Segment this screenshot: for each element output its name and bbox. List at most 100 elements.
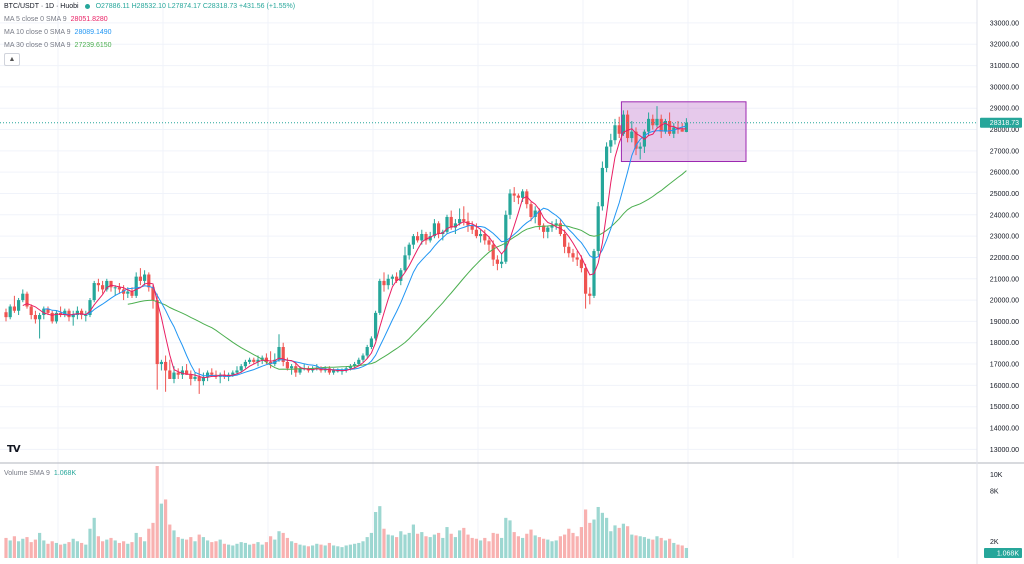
candle-body (621, 114, 625, 134)
volume-bar (445, 527, 449, 558)
candle-body (180, 370, 184, 375)
candle-body (80, 310, 84, 316)
candle-body (399, 270, 403, 281)
volume-bar (558, 536, 562, 558)
price-axis-label: 20000.00 (990, 298, 1019, 305)
volume-bar (25, 537, 29, 558)
candle-body (411, 236, 415, 245)
volume-bar (386, 534, 390, 558)
volume-bar (483, 537, 487, 558)
volume-bar (546, 539, 550, 558)
ma30-line (127, 170, 687, 370)
volume-bar (617, 527, 621, 558)
volume-axis-label: 2K (990, 539, 999, 546)
candle-body (500, 261, 504, 264)
ma5-value: 28051.8280 (70, 16, 108, 23)
candle-body (50, 312, 54, 322)
volume-bar (567, 528, 571, 558)
candle-body (71, 315, 75, 318)
volume-bar (407, 532, 411, 558)
candle-body (584, 268, 588, 294)
tradingview-logo[interactable]: TV (7, 444, 21, 455)
candle-body (353, 364, 357, 367)
candle-body (458, 219, 462, 224)
candle-body (546, 227, 550, 232)
volume-bar (84, 544, 88, 558)
candle-body (386, 278, 390, 286)
candle-body (222, 374, 226, 377)
volume-bar (533, 535, 537, 558)
volume-bar (680, 545, 684, 558)
candle-body (239, 366, 243, 371)
ma10-value: 28089.1490 (74, 29, 112, 36)
volume-bar (374, 512, 378, 558)
candle-body (17, 300, 21, 311)
ma30-legend[interactable]: MA 30 close 0 SMA 9 27239.6150 (4, 41, 112, 51)
ma10-legend[interactable]: MA 10 close 0 SMA 9 28089.1490 (4, 28, 112, 38)
volume-bar (21, 538, 25, 558)
candle-body (369, 338, 373, 347)
price-axis: 33000.00 32000.00 31000.00 30000.00 29000.00… (990, 20, 1019, 453)
candle-body (29, 306, 33, 316)
volume-bar (109, 537, 113, 558)
ma5-legend[interactable]: MA 5 close 0 SMA 9 28051.8280 (4, 15, 108, 25)
volume-bar (332, 545, 336, 558)
candle-body (663, 121, 667, 132)
candle-body (605, 146, 609, 168)
collapse-legend-button[interactable]: ▲ (4, 53, 20, 66)
volume-bar (193, 541, 197, 558)
volume-bar (8, 540, 12, 558)
volume-bar (647, 538, 651, 558)
candle-body (617, 125, 621, 134)
price-axis-label: 33000.00 (990, 20, 1019, 27)
candle-body (504, 214, 508, 262)
candle-body (256, 359, 260, 362)
volume-bar (294, 542, 298, 558)
candle-body (101, 285, 105, 290)
ma30-label: MA 30 close 0 SMA 9 (4, 42, 71, 49)
volume-bar (554, 540, 558, 558)
candles (4, 106, 688, 394)
volume-bar (130, 542, 134, 558)
volume-bar (378, 506, 382, 558)
price-axis-label: 19000.00 (990, 319, 1019, 326)
volume-bar (437, 532, 441, 558)
volume-bar (122, 541, 126, 558)
candle-body (512, 193, 516, 196)
candle-body (516, 195, 520, 198)
chevron-up-icon: ▲ (8, 56, 16, 63)
candle-body (609, 140, 613, 147)
candle-body (113, 287, 117, 289)
volume-legend[interactable]: Volume SMA 9 1.068K (4, 469, 76, 479)
volume-bar (235, 543, 239, 558)
volume-bar (542, 538, 546, 558)
price-axis-label: 28000.00 (990, 127, 1019, 134)
candle-body (613, 125, 617, 141)
volume-bar (50, 541, 54, 558)
candle-body (63, 310, 67, 316)
candle-body (575, 257, 579, 260)
volume-bar (105, 539, 109, 558)
price-axis-label: 31000.00 (990, 63, 1019, 70)
volume-bars (4, 466, 688, 558)
volume-bar (227, 544, 231, 558)
volume-bar (340, 547, 344, 558)
volume-bar (201, 537, 205, 558)
symbol-title[interactable]: BTC/USDT · 1D · Huobi (4, 3, 79, 10)
volume-bar (521, 537, 525, 558)
volume-bar (458, 530, 462, 558)
price-axis-label: 32000.00 (990, 42, 1019, 49)
candle-body (206, 372, 210, 377)
price-axis-label: 24000.00 (990, 212, 1019, 219)
volume-bar (357, 542, 361, 558)
price-axis-label: 15000.00 (990, 404, 1019, 411)
volume-bar (411, 524, 415, 558)
volume-bar (453, 537, 457, 558)
candle-body (395, 276, 399, 281)
volume-last-tag (984, 548, 1022, 558)
volume-bar (626, 526, 630, 558)
candle-body (579, 259, 583, 269)
volume-bar (46, 543, 50, 558)
volume-bar (138, 537, 142, 558)
